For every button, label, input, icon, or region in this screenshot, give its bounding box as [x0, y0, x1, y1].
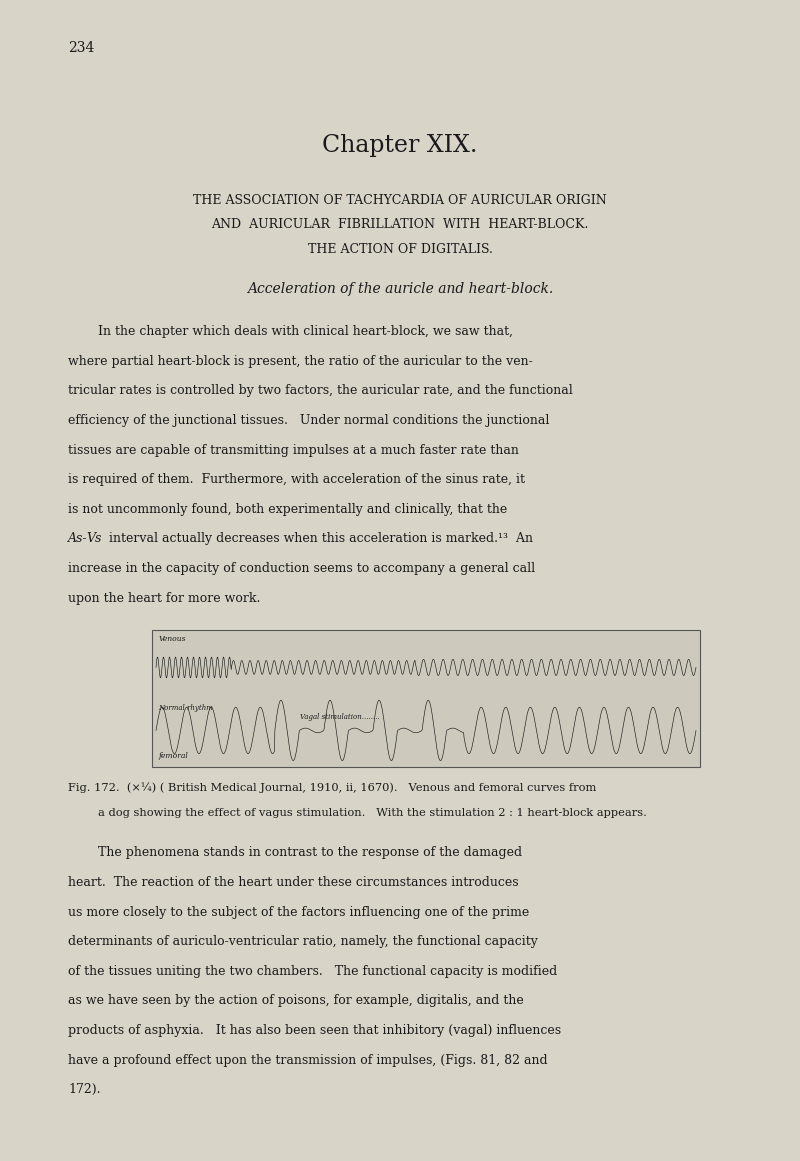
- Text: as we have seen by the action of poisons, for example, digitalis, and the: as we have seen by the action of poisons…: [68, 994, 524, 1008]
- Text: 172).: 172).: [68, 1083, 101, 1096]
- Text: Venous: Venous: [158, 635, 186, 643]
- Text: In the chapter which deals with clinical heart-block, we saw that,: In the chapter which deals with clinical…: [98, 325, 514, 338]
- Text: Chapter XIX.: Chapter XIX.: [322, 134, 478, 157]
- Text: tricular rates is controlled by two factors, the auricular rate, and the functio: tricular rates is controlled by two fact…: [68, 384, 573, 397]
- Text: of the tissues uniting the two chambers.   The functional capacity is modified: of the tissues uniting the two chambers.…: [68, 965, 558, 978]
- Text: is required of them.  Furthermore, with acceleration of the sinus rate, it: is required of them. Furthermore, with a…: [68, 473, 525, 486]
- Text: THE ACTION OF DIGITALIS.: THE ACTION OF DIGITALIS.: [307, 243, 493, 255]
- Text: Vagal stimulation........: Vagal stimulation........: [300, 713, 380, 721]
- Text: determinants of auriculo-ventricular ratio, namely, the functional capacity: determinants of auriculo-ventricular rat…: [68, 935, 538, 949]
- Text: Vs: Vs: [86, 532, 102, 546]
- Text: a dog showing the effect of vagus stimulation.   With the stimulation 2 : 1 hear: a dog showing the effect of vagus stimul…: [98, 808, 647, 819]
- Text: increase in the capacity of conduction seems to accompany a general call: increase in the capacity of conduction s…: [68, 562, 535, 575]
- Text: As-: As-: [68, 532, 88, 546]
- Text: is not uncommonly found, both experimentally and clinically, that the: is not uncommonly found, both experiment…: [68, 503, 507, 515]
- Bar: [152, 630, 700, 767]
- Text: AND  AURICULAR  FIBRILLATION  WITH  HEART-BLOCK.: AND AURICULAR FIBRILLATION WITH HEART-BL…: [211, 218, 589, 231]
- Text: The phenomena stands in contrast to the response of the damaged: The phenomena stands in contrast to the …: [98, 846, 522, 859]
- Text: products of asphyxia.   It has also been seen that inhibitory (vagal) influences: products of asphyxia. It has also been s…: [68, 1024, 561, 1037]
- Text: THE ASSOCIATION OF TACHYCARDIA OF AURICULAR ORIGIN: THE ASSOCIATION OF TACHYCARDIA OF AURICU…: [193, 194, 607, 207]
- Text: tissues are capable of transmitting impulses at a much faster rate than: tissues are capable of transmitting impu…: [68, 444, 519, 456]
- Text: Acceleration of the auricle and heart-block.: Acceleration of the auricle and heart-bl…: [247, 282, 553, 296]
- Text: femoral: femoral: [158, 752, 188, 760]
- Text: heart.  The reaction of the heart under these circumstances introduces: heart. The reaction of the heart under t…: [68, 875, 518, 889]
- Text: us more closely to the subject of the factors influencing one of the prime: us more closely to the subject of the fa…: [68, 906, 530, 918]
- Text: Fig. 172.  (×¼) ( British Medical Journal, 1910, ii, 1670).   Venous and femoral: Fig. 172. (×¼) ( British Medical Journal…: [68, 783, 596, 793]
- Text: upon the heart for more work.: upon the heart for more work.: [68, 591, 260, 605]
- Text: 234: 234: [68, 41, 94, 55]
- Text: Normal rhythm: Normal rhythm: [158, 705, 214, 713]
- Text: interval actually decreases when this acceleration is marked.¹³  An: interval actually decreases when this ac…: [105, 532, 533, 546]
- Text: efficiency of the junctional tissues.   Under normal conditions the junctional: efficiency of the junctional tissues. Un…: [68, 413, 550, 427]
- Text: where partial heart-block is present, the ratio of the auricular to the ven-: where partial heart-block is present, th…: [68, 355, 533, 368]
- Text: have a profound effect upon the transmission of impulses, (Figs. 81, 82 and: have a profound effect upon the transmis…: [68, 1053, 548, 1067]
